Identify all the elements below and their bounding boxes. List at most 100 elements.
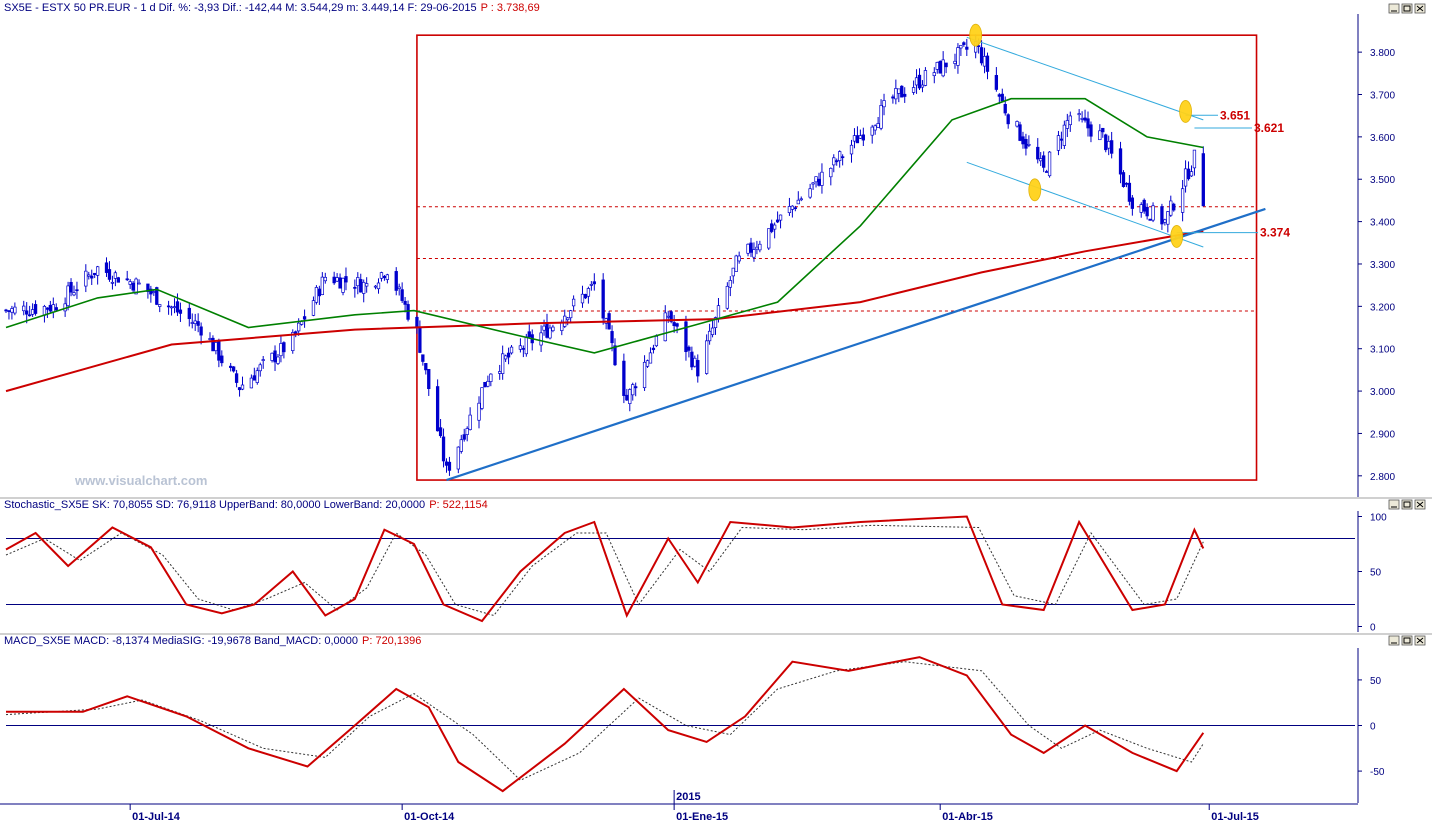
candle-body (178, 309, 183, 314)
candle-body (1083, 117, 1087, 121)
candle-body (592, 281, 596, 285)
candle-body (400, 289, 404, 301)
candle-body (211, 337, 215, 352)
candle-body (501, 353, 505, 374)
candle-body (362, 281, 366, 294)
minimize-icon[interactable] (1388, 499, 1400, 510)
stochastic-sd-line (5, 524, 1204, 617)
candle-body (4, 309, 8, 312)
candle-body (737, 255, 741, 262)
candle-body (382, 275, 387, 279)
candle-body (672, 322, 676, 327)
candle-body (631, 384, 635, 396)
candle-body (938, 60, 942, 74)
candle-body (33, 304, 38, 314)
candle-body (341, 277, 345, 293)
candle-body (770, 223, 774, 232)
candle-body (586, 288, 591, 297)
candle-body (944, 62, 948, 68)
candle-body (69, 281, 73, 293)
maximize-icon[interactable] (1401, 635, 1413, 646)
candle-body (137, 282, 141, 285)
candle-body (787, 206, 792, 214)
y-tick-label: 0 (1370, 722, 1376, 733)
candle-body (66, 285, 70, 307)
candle-body (276, 356, 280, 364)
candle-body (601, 279, 605, 319)
candle-body (755, 246, 759, 250)
y-tick-label: 2.900 (1370, 429, 1395, 440)
candle-body (1110, 140, 1114, 154)
price-panel-price: P : 3.738,69 (481, 2, 540, 14)
candle-body (583, 294, 588, 299)
y-tick-label: -50 (1370, 767, 1385, 778)
candle-body (45, 307, 50, 310)
candle-body (158, 304, 162, 307)
candle-body (1189, 171, 1194, 177)
candle-body (808, 188, 812, 198)
minimize-icon[interactable] (1388, 3, 1400, 14)
highlight-marker (969, 23, 983, 47)
candle-body (820, 171, 824, 186)
candle-body (1098, 130, 1102, 141)
candle-body (441, 436, 446, 462)
candle-body (1183, 168, 1188, 187)
candle-body (483, 381, 487, 388)
candle-body (1021, 136, 1025, 145)
candle-body (131, 282, 135, 291)
candle-body (1124, 182, 1129, 185)
candle-body (548, 327, 552, 339)
candle-body (749, 242, 753, 253)
candle-body (613, 345, 617, 366)
candle-body (900, 85, 904, 98)
candle-body (353, 286, 357, 289)
candle-body (684, 321, 688, 353)
candle-body (855, 135, 860, 144)
candle-body (879, 105, 883, 129)
candle-body (237, 387, 242, 391)
stochastic-plot (5, 515, 1355, 623)
macd-line (6, 656, 1205, 793)
candle-body (622, 360, 626, 396)
candle-body (1201, 153, 1205, 207)
candle-body (1056, 135, 1061, 151)
candle-body (231, 366, 236, 372)
candle-body (335, 277, 339, 282)
candle-body (169, 306, 174, 309)
candle-body (873, 125, 877, 131)
x-tick-label: 01-Ene-15 (676, 811, 728, 823)
maximize-icon[interactable] (1401, 3, 1413, 14)
candle-body (542, 325, 546, 331)
x-tick-label: 01-Jul-14 (132, 811, 181, 823)
candle-body (249, 377, 254, 389)
minimize-icon[interactable] (1388, 635, 1400, 646)
candle-body (923, 70, 928, 86)
candle-body (376, 282, 381, 290)
candle-body (152, 291, 156, 293)
candle-body (365, 283, 369, 287)
candle-body (146, 283, 150, 292)
y-tick-label: 3.000 (1370, 387, 1395, 398)
macd-panel-window-buttons[interactable] (1388, 635, 1426, 646)
candle-body (1015, 121, 1019, 127)
candle-body (75, 289, 79, 292)
candle-body (359, 279, 363, 293)
candle-body (447, 461, 452, 471)
candle-body (270, 352, 274, 361)
price-panel-window-buttons[interactable] (1388, 3, 1426, 14)
candle-body (870, 126, 874, 136)
candle-body (1044, 171, 1049, 173)
candle-body (920, 84, 925, 88)
candle-body (294, 331, 298, 334)
candle-body (1186, 168, 1191, 180)
candle-body (190, 322, 194, 324)
candle-body (1042, 155, 1046, 168)
candle-body (835, 160, 839, 163)
stochastic-panel-window-buttons[interactable] (1388, 499, 1426, 510)
candle-body (704, 340, 709, 374)
candle-body (172, 306, 177, 308)
candle-body (1006, 114, 1010, 125)
candle-body (84, 270, 88, 287)
maximize-icon[interactable] (1401, 499, 1413, 510)
